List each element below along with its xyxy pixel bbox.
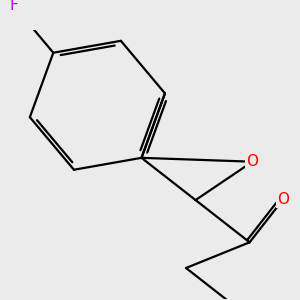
Text: O: O bbox=[278, 192, 290, 207]
Text: F: F bbox=[9, 0, 18, 13]
Text: O: O bbox=[246, 154, 258, 169]
